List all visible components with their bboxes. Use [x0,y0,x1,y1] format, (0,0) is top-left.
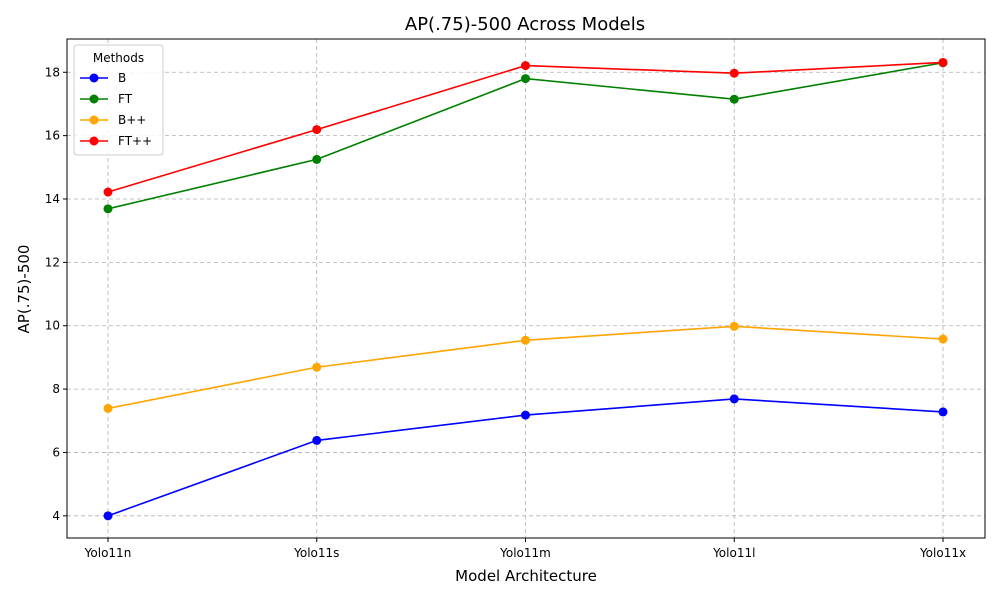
chart-title: AP(.75)-500 Across Models [405,14,645,35]
data-point-b [312,435,322,445]
data-point-bplusplus [521,335,530,345]
x-tick-label: Yolo11x [919,546,966,560]
data-point-ft [521,74,530,84]
x-tick-label: Yolo11l [712,546,755,560]
x-tick-label: Yolo11n [84,546,132,560]
y-tick-label: 18 [45,65,60,79]
ticks: Yolo11n Yolo11s Yolo11m Yolo11l Yolo11x 4 6 8 10… [45,65,966,560]
y-tick-label: 4 [52,509,60,523]
y-tick-label: 12 [45,255,60,269]
data-point-ftplusplus [312,125,322,135]
series-layer [103,57,948,521]
legend-title: Methods [93,51,144,65]
data-point-b [938,407,948,417]
grid [67,39,985,538]
legend-box [73,44,164,156]
legend-swatch-marker [89,136,99,146]
x-tick-label: Yolo11m [499,546,551,560]
data-point-bplusplus [729,321,739,331]
legend-item-bplusplus: B++ [80,113,146,127]
data-point-ftplusplus [938,57,948,67]
data-point-ft [103,204,113,214]
data-point-b [521,410,530,420]
legend-swatch-marker [89,115,99,125]
legend-label: FT++ [118,134,152,148]
data-point-bplusplus [103,403,113,413]
y-tick-label: 14 [45,192,60,206]
series-bplusplus [103,321,948,413]
data-point-ft [729,94,739,104]
data-point-ft [312,154,322,164]
data-point-bplusplus [312,362,322,372]
legend-swatch-marker [89,73,99,83]
legend-label: FT [118,92,133,106]
data-point-ftplusplus [521,61,530,71]
legend-item-ftplusplus: FT++ [80,134,152,148]
y-axis-label: AP(.75)-500 [15,245,33,334]
x-tick-label: Yolo11s [293,546,339,560]
data-point-ftplusplus [729,68,739,78]
data-point-ftplusplus [103,187,113,197]
y-tick-label: 6 [52,445,60,459]
y-tick-label: 16 [45,129,60,143]
legend-label: B++ [118,113,146,127]
data-point-b [103,511,113,521]
legend: Methods B FT B++ FT++ [73,44,164,156]
legend-item-ft: FT [80,92,133,106]
legend-swatch-marker [89,94,99,104]
series-b [103,394,948,521]
series-ft [103,58,948,214]
y-tick-label: 8 [52,382,60,396]
legend-item-b: B [80,71,126,85]
y-tick-label: 10 [45,319,60,333]
data-point-b [729,394,739,404]
series-ftplusplus [103,57,948,197]
x-axis-label: Model Architecture [455,567,597,585]
legend-label: B [118,71,126,85]
data-point-bplusplus [938,334,948,344]
